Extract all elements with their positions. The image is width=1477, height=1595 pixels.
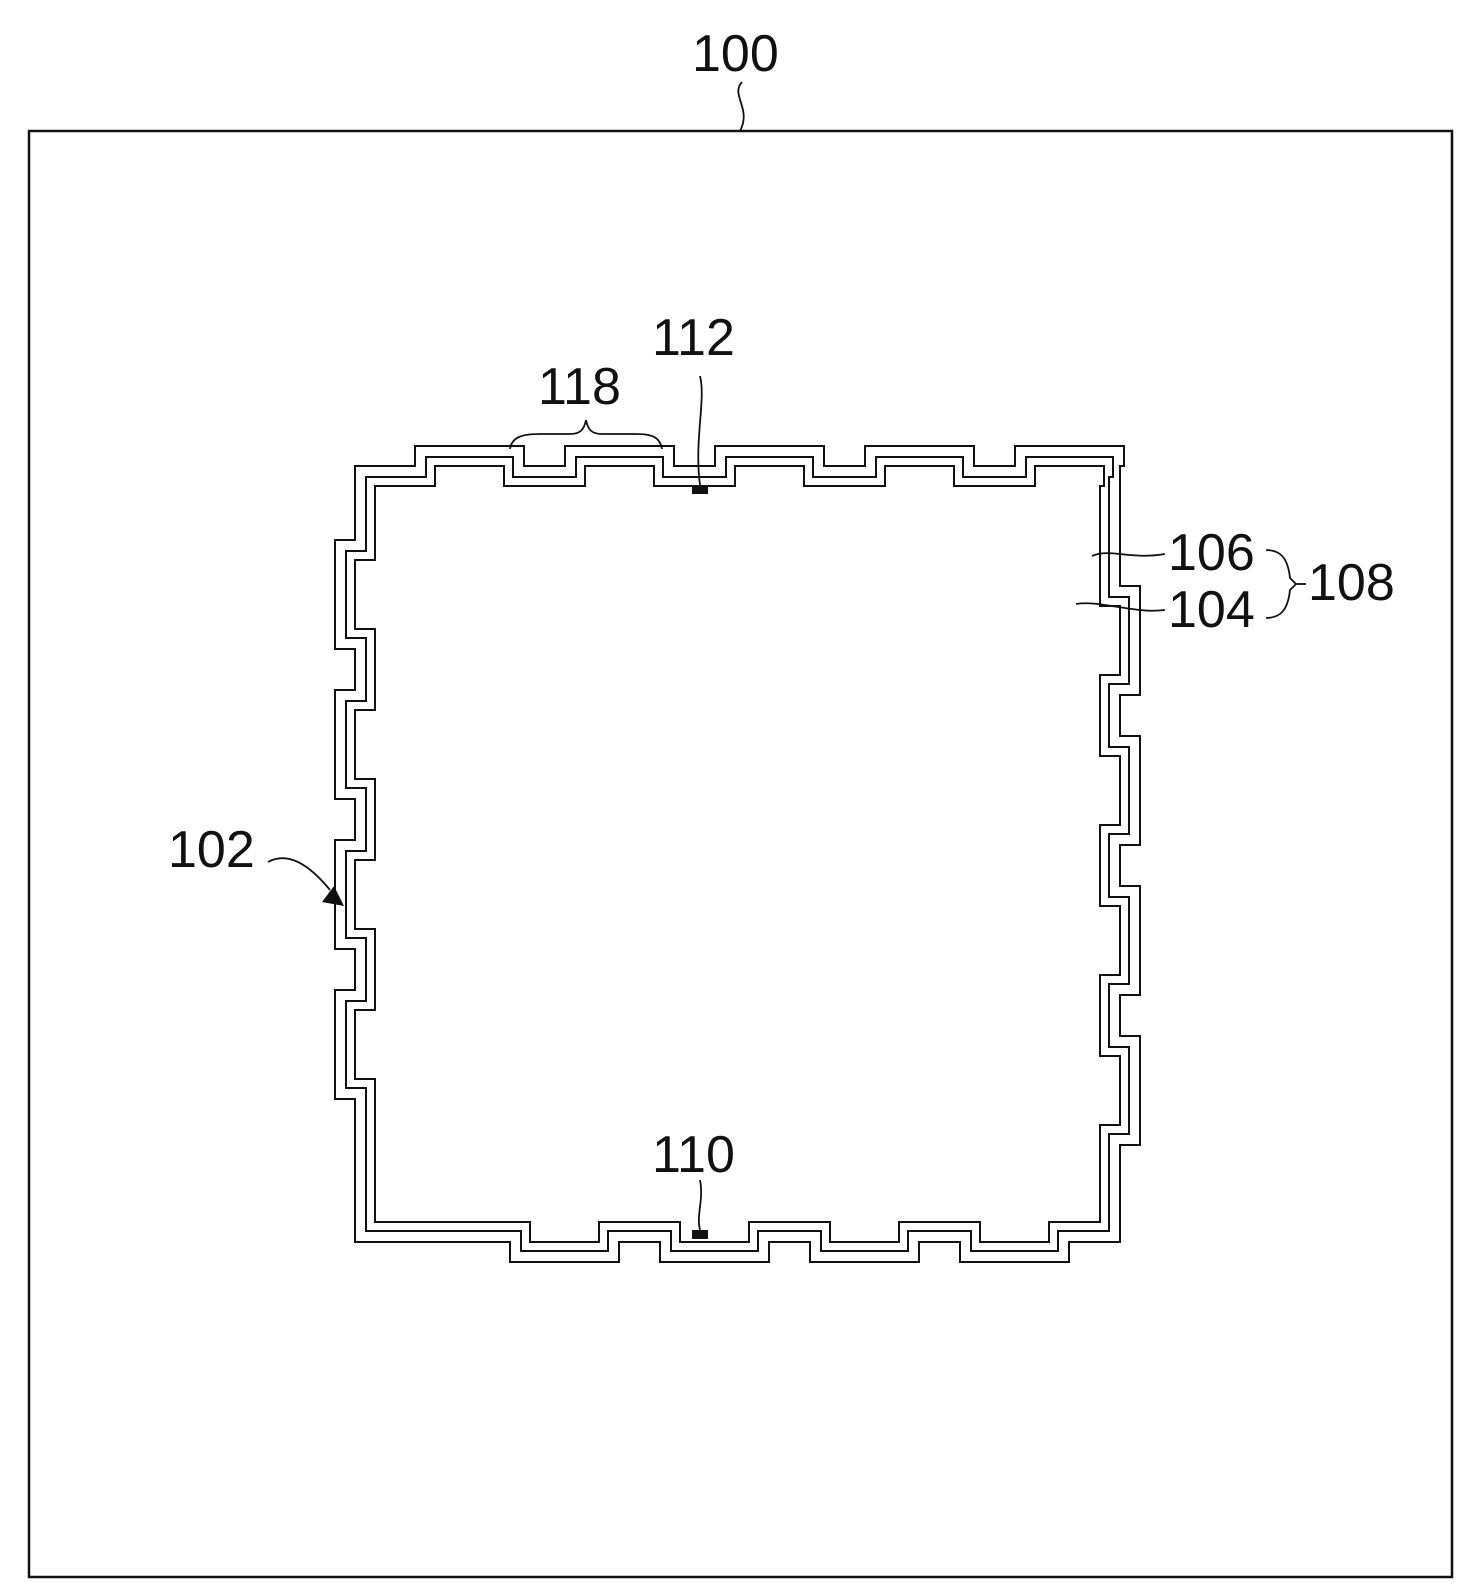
brace-108 xyxy=(1266,550,1296,618)
ring-outline-middle xyxy=(346,457,1129,1251)
label-102: 102 xyxy=(168,821,255,879)
label-112: 112 xyxy=(652,309,735,367)
label-104: 104 xyxy=(1168,581,1255,639)
ring-outline-inner xyxy=(355,466,1120,1242)
ring-outline-outer xyxy=(335,446,1140,1262)
label-110: 110 xyxy=(652,1126,735,1184)
leader-106 xyxy=(1092,553,1165,556)
leader-112 xyxy=(698,376,701,485)
meander-ring xyxy=(335,446,1140,1262)
arrow-102-head xyxy=(322,886,344,906)
label-118: 118 xyxy=(538,358,621,416)
leader-110 xyxy=(699,1180,701,1230)
brace-118 xyxy=(510,420,662,449)
arrow-102-shaft xyxy=(268,858,330,890)
terminal-top-pad xyxy=(692,485,708,494)
label-106: 106 xyxy=(1168,524,1255,582)
terminal-bottom-pad xyxy=(692,1230,708,1239)
label-100: 100 xyxy=(692,25,779,83)
leader-100 xyxy=(738,82,743,131)
label-108: 108 xyxy=(1308,554,1395,612)
